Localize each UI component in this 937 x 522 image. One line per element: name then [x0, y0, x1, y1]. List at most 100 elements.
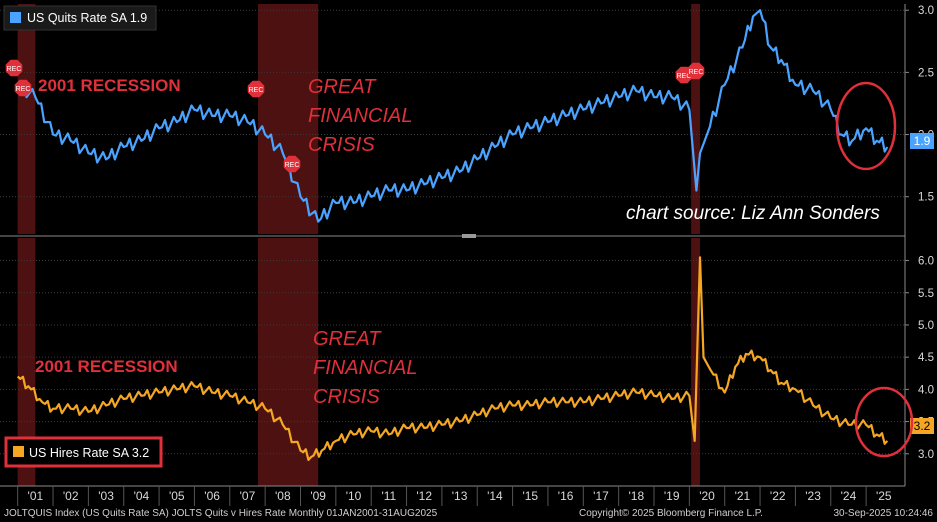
annotation-2001-recession-bottom: 2001 RECESSION: [35, 357, 178, 376]
hires-data-point: [694, 440, 696, 442]
quits-data-point: [636, 90, 638, 92]
hires-data-point: [282, 424, 284, 426]
quits-data-point: [653, 96, 655, 98]
hires-data-point: [583, 401, 585, 403]
hires-data-point: [406, 427, 408, 429]
y-tick-label: 3.0: [918, 5, 934, 17]
hires-data-point: [830, 418, 832, 420]
quits-data-point: [211, 115, 213, 117]
chart-source-note: chart source: Liz Ann Sonders: [626, 203, 880, 224]
hires-data-point: [310, 456, 312, 458]
quits-data-point: [671, 96, 673, 98]
hires-data-point: [600, 398, 602, 400]
panel-resize-handle[interactable]: [462, 234, 476, 238]
quits-data-point: [176, 121, 178, 123]
rec-marker-shape: [283, 155, 301, 173]
x-tick-label: '03: [98, 489, 114, 503]
quits-data-point: [699, 152, 701, 154]
hires-data-point: [335, 440, 337, 442]
rec-marker-label: REC: [7, 66, 22, 73]
recession-band: [258, 238, 319, 486]
quits-data-point: [759, 9, 761, 11]
rec-marker-label: REC: [249, 87, 264, 94]
x-tick-label: '19: [664, 489, 680, 503]
quits-data-point: [141, 140, 143, 142]
x-tick-label: '05: [169, 489, 185, 503]
x-tick-label: '10: [346, 489, 362, 503]
quits-data-point: [780, 59, 782, 61]
quits-data-point: [876, 140, 878, 142]
quits-data-point: [812, 90, 814, 92]
hires-legend[interactable]: US Hires Rate SA 3.2: [4, 436, 163, 468]
quits-legend[interactable]: US Quits Rate SA 1.9: [3, 5, 157, 31]
rec-marker: REC: [247, 80, 265, 98]
rec-marker: REC: [5, 59, 23, 77]
quits-data-point: [88, 152, 90, 154]
hires-data-point: [780, 382, 782, 384]
quits-data-point: [52, 134, 54, 136]
hires-data-point: [423, 427, 425, 429]
hires-data-point: [565, 401, 567, 403]
hires-data-point: [17, 376, 19, 378]
x-tick-label: '22: [770, 489, 786, 503]
quits-data-point: [229, 115, 231, 117]
hires-data-point: [88, 411, 90, 413]
x-tick-label: '24: [841, 489, 857, 503]
y-tick-label: 4.0: [918, 384, 934, 396]
hires-data-point: [229, 395, 231, 397]
annotation-gfc-top-line2: FINANCIAL: [308, 105, 412, 127]
rec-marker-shape: [14, 79, 32, 97]
quits-data-point: [194, 109, 196, 111]
quits-data-point: [300, 196, 302, 198]
x-tick-label: '23: [805, 489, 821, 503]
quits-data-point: [459, 171, 461, 173]
recession-band: [17, 238, 36, 486]
hires-data-point: [370, 430, 372, 432]
quits-data-point: [689, 109, 691, 111]
recession-bands: [17, 4, 700, 486]
x-tick-label: '12: [416, 489, 432, 503]
x-axis: '01 '02 '03 '04 '05 '06 '07 '08 '09 '10 '11 '12 '13 '…: [17, 486, 892, 506]
quits-data-point: [282, 152, 284, 154]
x-tick-label: '04: [134, 489, 150, 503]
hires-data-point: [52, 408, 54, 410]
annotation-gfc-top-line3: CRISIS: [308, 134, 375, 156]
x-tick-label: '16: [558, 489, 574, 503]
quits-legend-label: US Quits Rate SA 1.9: [27, 11, 147, 25]
quits-data-point: [706, 134, 708, 136]
hires-data-point: [812, 405, 814, 407]
hires-data-point: [459, 421, 461, 423]
quits-data-point: [841, 134, 843, 136]
quits-data-point: [388, 190, 390, 192]
y-tick-label: 4.5: [918, 352, 934, 364]
rec-marker-shape: [5, 59, 23, 77]
quits-data-point: [406, 190, 408, 192]
hires-legend-label: US Hires Rate SA 3.2: [29, 446, 149, 460]
hires-highlight-circle: [854, 386, 914, 458]
hires-data-point: [759, 356, 761, 358]
hires-data-point: [494, 408, 496, 410]
quits-data-point: [317, 221, 319, 223]
quits-data-point: [123, 146, 125, 148]
x-tick-label: '02: [63, 489, 79, 503]
footer-description: JOLTQUIS Index (US Quits Rate SA) JOLTS …: [4, 508, 438, 519]
x-tick-label: '11: [381, 489, 396, 503]
x-tick-label: '13: [452, 489, 468, 503]
y-tick-label: 2.5: [918, 67, 934, 79]
recession-band: [17, 4, 36, 234]
quits-data-point: [865, 128, 867, 130]
quits-data-point: [529, 128, 531, 130]
quits-data-point: [247, 121, 249, 123]
x-tick-label: '07: [240, 489, 256, 503]
recession-band: [691, 4, 700, 234]
hires-data-point: [42, 401, 44, 403]
x-tick-label: '06: [204, 489, 220, 503]
hires-data-point: [653, 395, 655, 397]
y-tick-label: 5.0: [918, 320, 934, 332]
hires-data-point: [770, 369, 772, 371]
hires-data-point: [70, 408, 72, 410]
quits-data-point: [512, 134, 514, 136]
quits-data-point: [105, 159, 107, 161]
hires-data-point: [353, 434, 355, 436]
hires-data-point: [703, 356, 705, 358]
